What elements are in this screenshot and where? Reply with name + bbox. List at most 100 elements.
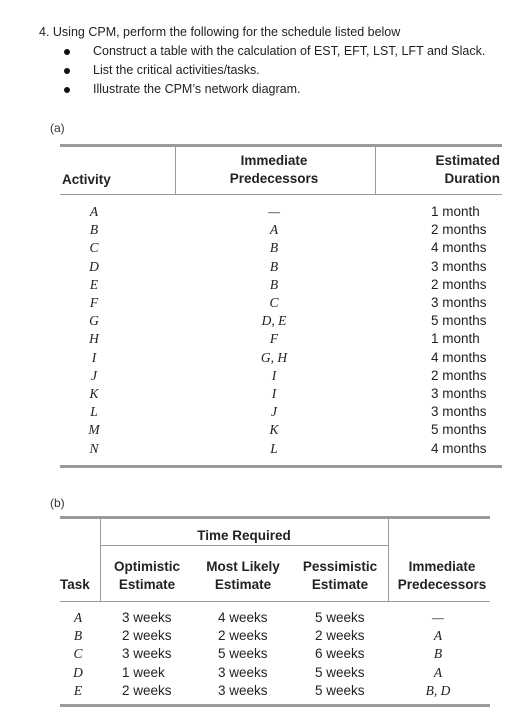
header-predecessors-line2: Predecessors: [229, 171, 319, 186]
header-optimistic-line1: Optimistic: [113, 559, 180, 574]
optimistic-cell: 2 weeks: [122, 682, 172, 698]
activity-cell: B: [89, 222, 99, 238]
predecessor-cell: F: [269, 331, 279, 347]
task-predecessor-cell: A: [433, 628, 443, 644]
header-task: Task: [60, 577, 90, 592]
most-likely-cell: 4 weeks: [218, 610, 268, 625]
optimistic-cell: 1 week: [122, 664, 165, 680]
task-predecessor-cell: B, D: [425, 682, 451, 698]
duration-cell: 1 month: [431, 204, 480, 219]
question-block: 4. Using CPM, perform the following for …: [39, 23, 485, 99]
duration-cell: 4 months: [431, 349, 487, 365]
pessimistic-cell: 6 weeks: [315, 646, 365, 662]
predecessor-cell: B: [269, 258, 279, 274]
pessimistic-cell: 5 weeks: [315, 610, 365, 625]
predecessor-cell: I: [271, 367, 277, 383]
pessimistic-cell: 5 weeks: [315, 664, 365, 680]
predecessor-cell: L: [270, 440, 278, 456]
pessimistic-column: 5 weeks 2 weeks 6 weeks 5 weeks 5 weeks: [315, 609, 385, 700]
task-predecessor-cell: A: [433, 664, 443, 680]
most-likely-cell: 3 weeks: [218, 664, 268, 680]
duration-cell: 3 months: [431, 295, 487, 311]
duration-column: 1 month 2 months 4 months 3 months 2 mon…: [431, 203, 511, 458]
task-predecessor-column: — A B A B, D: [416, 609, 460, 700]
optimistic-column: 3 weeks 2 weeks 3 weeks 1 week 2 weeks: [122, 609, 192, 700]
activity-cell: M: [88, 422, 100, 438]
duration-cell: 3 months: [431, 258, 487, 274]
header-duration-line1: Estimated: [435, 153, 500, 168]
part-a-label: (a): [50, 121, 65, 135]
bullet-item: List the critical activities/tasks.: [39, 61, 485, 80]
predecessor-cell: I: [271, 386, 277, 402]
pessimistic-cell: 2 weeks: [315, 628, 365, 644]
predecessor-column: — A B B B C D, E F G, H I I J K L: [244, 203, 304, 458]
header-pessimistic-line2: Estimate: [311, 577, 369, 592]
most-likely-column: 4 weeks 2 weeks 5 weeks 3 weeks 3 weeks: [218, 609, 288, 700]
activity-cell: A: [89, 204, 99, 219]
header-immediate-predecessors-line2: Predecessors: [397, 577, 487, 592]
optimistic-cell: 3 weeks: [122, 646, 172, 662]
table-a-divider: [375, 147, 376, 194]
task-column: A B C D E: [68, 609, 88, 700]
duration-cell: 5 months: [431, 422, 487, 438]
header-duration-line2: Duration: [444, 171, 501, 186]
activity-cell: N: [89, 440, 99, 456]
header-most-likely-line1: Most Likely: [206, 559, 280, 574]
activity-cell: G: [89, 313, 99, 329]
bullet-item: Illustrate the CPM’s network diagram.: [39, 80, 485, 99]
optimistic-cell: 3 weeks: [122, 610, 172, 625]
table-a-header-rule: [60, 194, 502, 195]
most-likely-cell: 5 weeks: [218, 646, 268, 662]
table-b-bottom-rule: [60, 704, 490, 707]
predecessor-cell: C: [269, 295, 279, 311]
predecessor-cell: A: [269, 222, 279, 238]
table-b-divider: [100, 519, 101, 601]
table-b-span-rule: [100, 545, 388, 546]
duration-cell: 3 months: [431, 386, 487, 402]
activity-cell: E: [89, 276, 99, 292]
header-activity: Activity: [62, 172, 111, 187]
duration-cell: 4 months: [431, 440, 487, 456]
header-pessimistic-line1: Pessimistic: [302, 559, 378, 574]
task-cell: D: [73, 664, 83, 680]
activity-cell: C: [89, 240, 99, 256]
predecessor-cell: D, E: [261, 313, 287, 329]
most-likely-cell: 3 weeks: [218, 682, 268, 698]
header-immediate-predecessors-line1: Immediate: [408, 559, 476, 574]
task-predecessor-cell: —: [431, 610, 444, 625]
duration-cell: 2 months: [431, 222, 487, 238]
task-cell: C: [73, 646, 83, 662]
bullet-item: Construct a table with the calculation o…: [39, 42, 485, 61]
activity-column: A B C D E F G H I J K L M N: [84, 203, 104, 458]
predecessor-cell: G, H: [260, 349, 288, 365]
activity-cell: H: [89, 331, 99, 347]
optimistic-cell: 2 weeks: [122, 628, 172, 644]
activity-cell: D: [89, 258, 99, 274]
header-most-likely-line2: Estimate: [214, 577, 272, 592]
activity-cell: F: [89, 295, 99, 311]
activity-cell: J: [91, 367, 97, 383]
activity-cell: I: [91, 349, 97, 365]
table-b-divider: [388, 519, 389, 601]
duration-cell: 2 months: [431, 367, 487, 383]
pessimistic-cell: 5 weeks: [315, 682, 365, 698]
table-a-bottom-rule: [60, 465, 502, 468]
header-optimistic-line2: Estimate: [118, 577, 176, 592]
activity-cell: L: [90, 404, 98, 420]
question-title: 4. Using CPM, perform the following for …: [39, 25, 401, 39]
predecessor-cell: J: [271, 404, 277, 420]
table-a-top-rule: [60, 144, 502, 147]
task-cell: A: [73, 610, 83, 625]
table-b-header-rule: [60, 601, 490, 602]
duration-cell: 5 months: [431, 313, 487, 329]
task-predecessor-cell: B: [433, 646, 443, 662]
duration-cell: 4 months: [431, 240, 487, 256]
task-cell: E: [73, 682, 83, 698]
question-bullets: Construct a table with the calculation o…: [39, 42, 485, 99]
task-cell: B: [73, 628, 83, 644]
header-time-required: Time Required: [197, 528, 291, 543]
predecessor-cell: B: [269, 240, 279, 256]
table-b-top-rule: [60, 516, 490, 519]
header-predecessors-line1: Immediate: [240, 153, 308, 168]
part-b-label: (b): [50, 496, 65, 510]
